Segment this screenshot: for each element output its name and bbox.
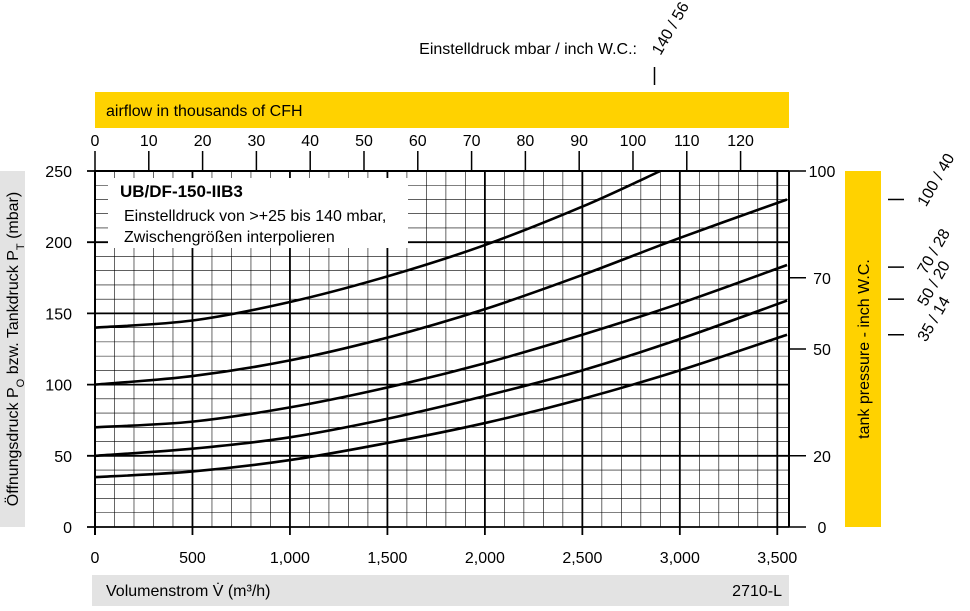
bottom-band xyxy=(92,575,789,606)
x-tick-label: 2,500 xyxy=(562,550,602,567)
x2-tick-label: 0 xyxy=(91,133,100,150)
y-tick-label: 0 xyxy=(63,520,72,537)
y-label-part: O xyxy=(15,378,27,387)
x2-tick-label: 40 xyxy=(301,133,319,150)
y-tick-label: 150 xyxy=(45,306,72,323)
ylabel-band xyxy=(0,171,25,527)
x-tick-label: 3,000 xyxy=(660,550,700,567)
x-tick-label: 2,000 xyxy=(465,550,505,567)
x-tick-label: 0 xyxy=(91,550,100,567)
x2-tick-label: 120 xyxy=(727,133,754,150)
right-band xyxy=(845,171,881,527)
curve xyxy=(94,169,661,329)
curve xyxy=(94,198,788,386)
x2-tick-label: 50 xyxy=(355,133,373,150)
x2-tick-label: 110 xyxy=(674,133,700,150)
y2-tick-label: 50 xyxy=(813,342,831,359)
y-tick-label: 50 xyxy=(54,449,72,466)
y2-label: tank pressure - inch W.C. xyxy=(856,259,873,439)
y-label-part: bzw. Tankdruck P xyxy=(5,250,22,379)
y2-tick-label: 0 xyxy=(818,520,827,537)
grid xyxy=(87,151,806,535)
annotation-label: 100 / 40 xyxy=(915,151,959,210)
x2-tick-label: 90 xyxy=(570,133,588,150)
annotation-label: 140 / 56 xyxy=(649,0,693,58)
x-label: Volumenstrom V̇ (m³/h) xyxy=(106,582,270,600)
y-label: Öffnungsdruck PO bzw. Tankdruck PT (mbar… xyxy=(4,192,27,506)
x-tick-label: 3,500 xyxy=(757,550,797,567)
y-label-part: (mbar) xyxy=(5,192,22,244)
title: UB/DF-150-IIB3 xyxy=(120,182,243,201)
x2-tick-label: 70 xyxy=(463,133,481,150)
code: 2710-L xyxy=(732,583,782,600)
x-tick-label: 1,500 xyxy=(367,550,407,567)
x2-tick-label: 30 xyxy=(247,133,265,150)
y-tick-label: 250 xyxy=(45,164,72,181)
x2-tick-label: 100 xyxy=(620,133,647,150)
marks xyxy=(94,169,788,479)
top-axis-label: airflow in thousands of CFH xyxy=(106,103,303,120)
y-label-part: T xyxy=(15,243,27,250)
y2-tick-label: 100 xyxy=(809,164,836,181)
x2-tick-label: 80 xyxy=(516,133,534,150)
subtitle: Zwischengrößen interpolieren xyxy=(124,229,335,246)
info-box xyxy=(108,178,408,248)
y2-tick-label: 70 xyxy=(813,271,831,288)
x-tick-label: 1,000 xyxy=(270,550,310,567)
curve xyxy=(94,333,788,479)
x2-tick-label: 20 xyxy=(194,133,212,150)
y-tick-label: 200 xyxy=(45,235,72,252)
setting-label: Einstelldruck mbar / inch W.C.: xyxy=(419,41,637,58)
x2-tick-label: 10 xyxy=(140,133,158,150)
curve xyxy=(94,299,788,458)
top-band xyxy=(95,92,789,128)
x-tick-label: 500 xyxy=(179,550,206,567)
x2-tick-label: 60 xyxy=(409,133,427,150)
y-tick-label: 100 xyxy=(45,378,72,395)
y2-tick-label: 20 xyxy=(813,449,831,466)
y-label-part: Öffnungsdruck P xyxy=(4,387,22,506)
subtitle: Einstelldruck von >+25 bis 140 mbar, xyxy=(124,208,386,225)
curve xyxy=(94,263,788,429)
